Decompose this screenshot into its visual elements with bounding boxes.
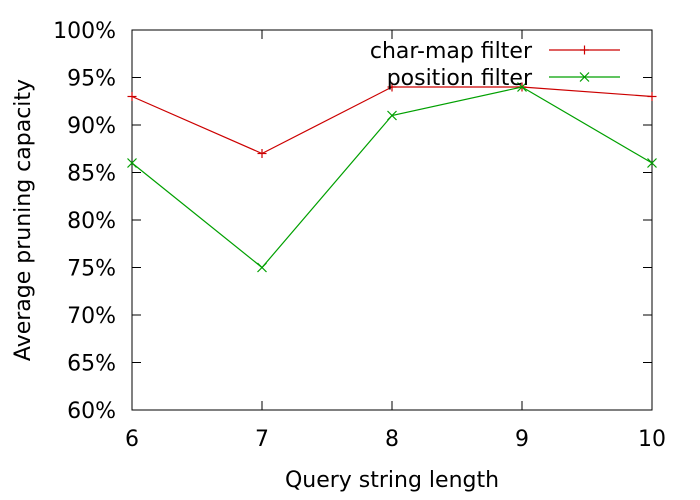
data-point-position-filter [517,82,527,92]
y-axis-title: Average pruning capacity [11,79,36,361]
legend-marker-position-filter [579,72,590,82]
axis-ticks: 60% 65% 70% 75% 80% 85% 90% 95% 100% 6 7 8 9 10 [53,19,666,452]
data-point-char-map-filter [647,92,657,101]
y-tick-label: 95% [67,67,116,92]
data-point-position-filter [647,158,657,168]
x-tick-label: 6 [125,427,139,452]
y-tick-label: 70% [67,304,116,329]
series-line-char-map-filter [131,86,653,155]
series-layer [127,82,657,273]
data-point-char-map-filter [127,92,137,101]
x-axis-title: Query string length [285,468,499,493]
data-point-char-map-filter [387,82,397,92]
x-tick-label: 7 [255,427,269,452]
x-tick-label: 8 [385,427,399,452]
y-tick-label: 85% [67,162,116,187]
y-tick-label: 100% [53,19,116,44]
data-point-position-filter [257,262,267,273]
legend-marker-char-map-filter [580,45,589,55]
y-tick-label: 80% [67,209,116,234]
x-tick-label: 9 [515,427,529,452]
y-tick-label: 65% [67,352,116,377]
data-point-position-filter [127,158,137,168]
y-tick-label: 60% [67,399,116,424]
data-point-char-map-filter [257,149,267,158]
y-tick-label: 75% [67,257,116,282]
legend-label-position-filter: position filter [387,66,533,91]
y-tick-label: 90% [67,114,116,139]
legend-label-char-map-filter: char-map filter [370,39,533,64]
data-point-position-filter [387,110,397,121]
series-line-position-filter [131,86,653,269]
x-tick-label: 10 [638,427,666,452]
